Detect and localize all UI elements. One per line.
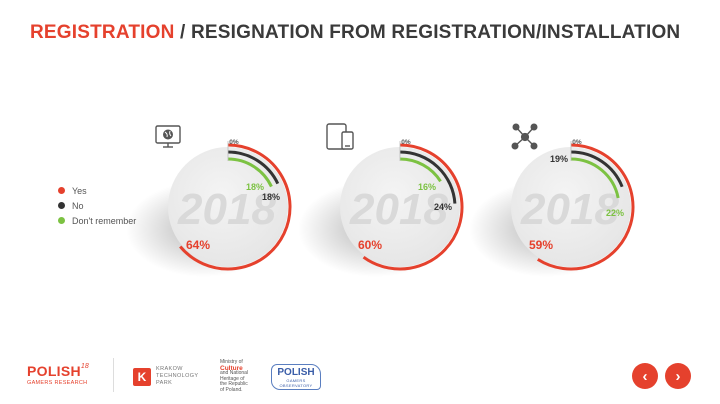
- krakow-technology-park-logo: K KRAKOW TECHNOLOGY PARK: [133, 366, 199, 387]
- legend-label-dont-remember: Don't remember: [72, 215, 137, 226]
- title-rest: / RESIGNATION FROM REGISTRATION/INSTALLA…: [174, 22, 681, 43]
- watermark-year: 2018: [177, 185, 276, 234]
- legend-dot-yes: [58, 187, 65, 194]
- watermark-year: 2018: [520, 185, 619, 234]
- pgr-sub: GAMERS RESEARCH: [27, 380, 88, 386]
- legend-label-yes: Yes: [72, 185, 87, 196]
- moc-line3: and National: [220, 370, 249, 377]
- donut-disc: [168, 147, 288, 267]
- pgo-name: POLISH: [277, 367, 315, 378]
- label-yes: 59%: [529, 238, 553, 252]
- ministry-of-culture-logo: Ministry of Culture and National Heritag…: [220, 359, 266, 394]
- arc-yes: [179, 143, 292, 271]
- ktp-line2: TECHNOLOGY: [156, 373, 199, 379]
- watermark-year: 2018: [349, 185, 448, 234]
- label-no: 18%: [262, 192, 280, 202]
- label-yes: 64%: [186, 238, 210, 252]
- ktp-mark: K: [133, 367, 151, 386]
- label-dont-remember: 22%: [606, 208, 624, 218]
- ktp-line3: PARK: [156, 380, 173, 386]
- legend-item-yes: Yes: [58, 183, 136, 198]
- arc-no: [227, 150, 280, 185]
- title-highlight: REGISTRATION: [30, 22, 175, 43]
- donut-disc: [511, 147, 631, 267]
- legend-dot-no: [58, 202, 65, 209]
- label-no: 24%: [434, 202, 452, 212]
- donut-chart: 2018: [126, 147, 288, 277]
- legend-dot-dont-remember: [58, 217, 65, 224]
- label-no: 19%: [550, 154, 568, 164]
- moc-line4: Heritage of: [220, 375, 245, 382]
- next-slide-button[interactable]: ›: [665, 363, 691, 389]
- arc-don-t-remember: [399, 157, 442, 183]
- legend-item-no: No: [58, 198, 136, 213]
- arc-no: [399, 150, 457, 204]
- arc-no: [570, 150, 624, 188]
- pgr-year: 18: [80, 363, 89, 370]
- footer-divider: [113, 358, 114, 392]
- tablet-phone-icon: [326, 123, 354, 150]
- donut-disc: [340, 147, 460, 267]
- moc-culture: Culture: [220, 364, 243, 372]
- label-zero: 0%: [572, 139, 582, 146]
- polish-gamers-observatory-logo: POLISH GAMERS OBSERVATORY: [271, 364, 321, 390]
- network-nodes-icon: [511, 123, 538, 150]
- label-yes: 60%: [358, 238, 382, 252]
- label-dont-remember: 18%: [246, 182, 264, 192]
- prev-slide-button[interactable]: ‹: [632, 363, 658, 389]
- moc-line1: Ministry of: [220, 359, 243, 365]
- desktop-globe-icon: [155, 125, 181, 148]
- moc-line6: of Poland.: [220, 386, 243, 393]
- pgr-name: POLISH: [27, 363, 81, 379]
- footer: POLISH18 GAMERS RESEARCH K KRAKOW TECHNO…: [0, 350, 720, 404]
- arc-yes: [536, 143, 635, 271]
- pgo-sub: GAMERS OBSERVATORY: [279, 378, 313, 388]
- legend-label-no: No: [72, 200, 84, 211]
- chart-legend: Yes No Don't remember: [58, 183, 136, 228]
- donut-chart: 2018: [298, 147, 460, 277]
- polish-gamers-research-logo: POLISH18 GAMERS RESEARCH: [27, 363, 89, 386]
- ktp-line1: KRAKOW: [156, 366, 183, 372]
- donut-chart: 2018: [469, 147, 631, 277]
- arc-yes: [362, 143, 464, 271]
- label-zero: 0%: [401, 139, 411, 146]
- page-title: REGISTRATION / RESIGNATION FROM REGISTRA…: [30, 22, 680, 44]
- arc-don-t-remember: [227, 157, 273, 188]
- arc-don-t-remember: [570, 157, 620, 199]
- moc-line5: the Republic: [220, 381, 248, 388]
- label-dont-remember: 16%: [418, 182, 436, 192]
- label-zero: 0%: [229, 139, 239, 146]
- legend-item-dont-remember: Don't remember: [58, 213, 136, 228]
